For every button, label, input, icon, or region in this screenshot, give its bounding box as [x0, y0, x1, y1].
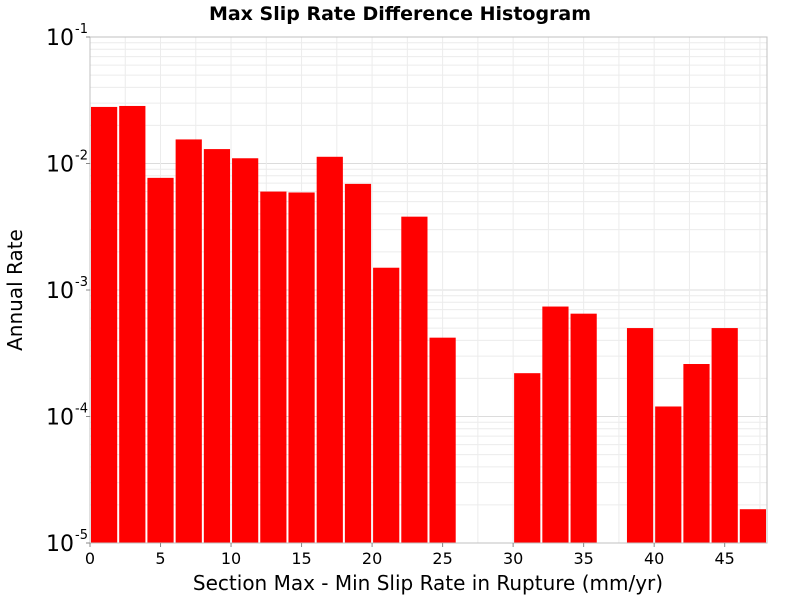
y-tick-label: 10 -1: [46, 22, 88, 51]
x-axis-ticks: 0 5 10 15 20 25 30 35 40 45: [85, 543, 735, 568]
histogram-bar: [570, 313, 597, 543]
histogram-bar: [344, 183, 372, 543]
y-tick-label: 10 -5: [46, 528, 88, 557]
y-tick-base: 10: [46, 532, 74, 557]
histogram-bar: [429, 337, 456, 543]
chart-title: Max Slip Rate Difference Histogram: [209, 3, 591, 25]
histogram-bar: [401, 216, 428, 543]
y-tick-exponent: -4: [75, 402, 88, 417]
histogram-bar: [232, 158, 259, 543]
x-tick-label: 25: [432, 549, 452, 568]
histogram-bar: [655, 406, 682, 543]
y-tick-exponent: -2: [75, 149, 88, 164]
histogram-bar: [260, 191, 287, 543]
y-tick-base: 10: [46, 26, 74, 51]
y-tick-base: 10: [46, 279, 74, 304]
y-tick-base: 10: [46, 406, 74, 431]
x-tick-label: 10: [221, 549, 241, 568]
histogram-bar: [626, 328, 654, 543]
y-tick-exponent: -3: [75, 275, 88, 290]
x-tick-label: 15: [291, 549, 311, 568]
x-tick-label: 30: [503, 549, 523, 568]
histogram-bar: [514, 373, 541, 543]
histogram-bar: [91, 106, 118, 543]
bars: [91, 105, 766, 543]
histogram-bar: [711, 328, 738, 543]
x-tick-label: 35: [573, 549, 593, 568]
x-axis-label: Section Max - Min Slip Rate in Rupture (…: [193, 571, 663, 595]
y-tick-exponent: -5: [75, 528, 88, 543]
histogram-bar: [203, 149, 231, 543]
histogram-bar: [739, 509, 766, 543]
y-axis-label: Annual Rate: [3, 229, 27, 351]
histogram-bar: [147, 177, 174, 543]
y-tick-base: 10: [46, 153, 74, 178]
histogram-bar: [175, 139, 202, 543]
y-axis-ticks: 10-510-410-310-210-1: [46, 22, 90, 557]
x-tick-label: 20: [362, 549, 382, 568]
x-tick-label: 40: [644, 549, 664, 568]
histogram-bar: [683, 364, 710, 543]
histogram-bar: [316, 156, 343, 543]
y-tick-label: 10 -2: [46, 149, 88, 178]
histogram-bar: [542, 306, 569, 543]
x-tick-label: 5: [155, 549, 165, 568]
y-tick-exponent: -1: [75, 22, 88, 37]
y-tick-label: 10 -3: [46, 275, 88, 304]
histogram-bar: [288, 192, 315, 543]
x-tick-label: 0: [85, 549, 95, 568]
histogram-bar: [119, 105, 146, 543]
histogram-bar: [373, 267, 400, 543]
y-tick-label: 10 -4: [46, 402, 88, 431]
x-tick-label: 45: [715, 549, 735, 568]
